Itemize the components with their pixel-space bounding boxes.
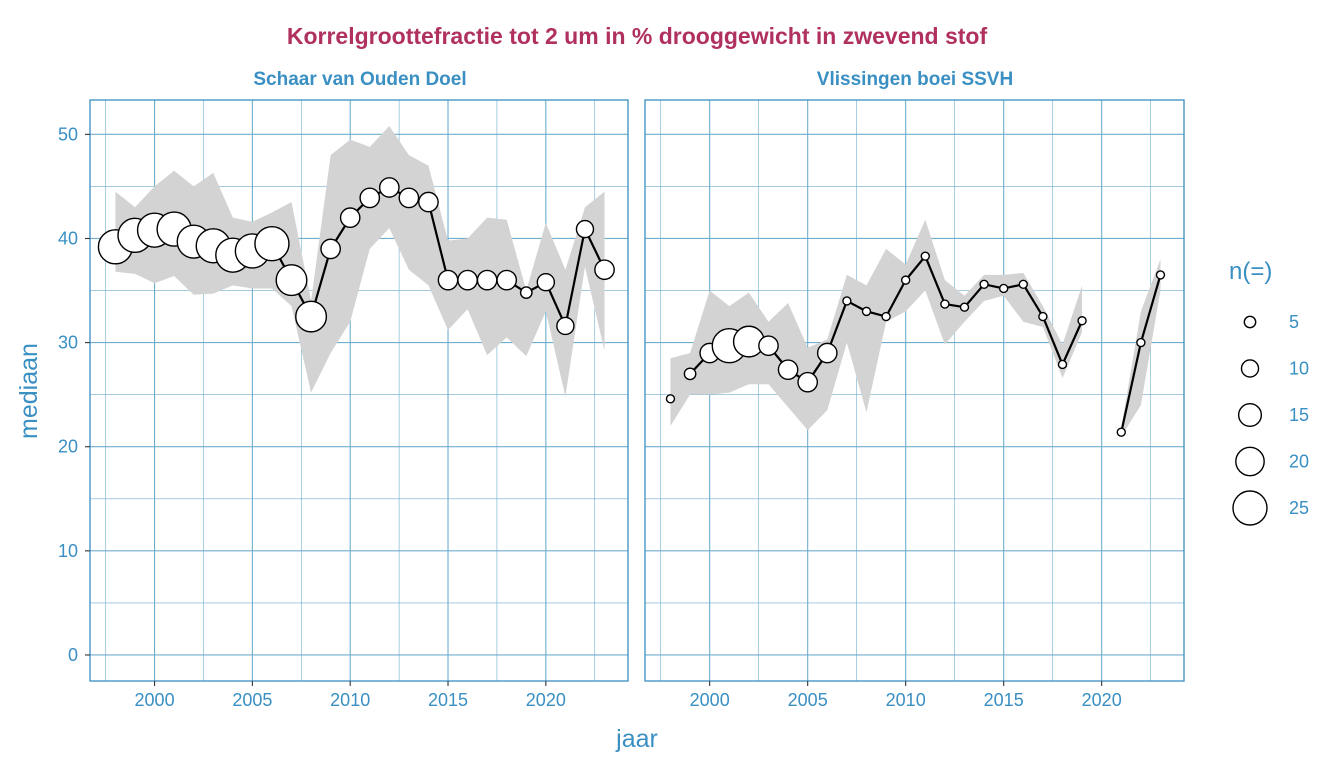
legend-key-circle — [1243, 315, 1257, 329]
data-point — [842, 296, 852, 306]
data-point — [476, 269, 498, 291]
legend-key-circle — [1232, 490, 1268, 526]
data-point — [437, 269, 459, 291]
data-point — [339, 207, 361, 229]
y-tick-label: 10 — [58, 541, 78, 561]
data-point — [418, 191, 439, 213]
data-point — [594, 259, 615, 281]
x-tick-label: 2010 — [886, 690, 926, 710]
data-point — [1018, 279, 1028, 289]
data-point — [1038, 311, 1048, 322]
data-point — [496, 269, 518, 291]
data-point — [295, 300, 328, 333]
panel-background — [645, 100, 1184, 681]
legend-title: n(=) — [1229, 258, 1272, 285]
x-tick-label: 2005 — [232, 690, 272, 710]
x-tick-label: 2015 — [428, 690, 468, 710]
y-tick-label: 0 — [68, 645, 78, 665]
data-point — [979, 279, 989, 289]
legend-key-circle — [1237, 402, 1263, 428]
panel-border — [89, 99, 629, 682]
data-point — [536, 272, 556, 292]
x-tick-label: 2005 — [788, 690, 828, 710]
legend-key-circle — [1235, 446, 1265, 477]
panel-left: Schaar van Ouden Doel 2000 2005 2010 2015 20… — [58, 69, 629, 710]
data-point — [1057, 359, 1068, 370]
data-point — [959, 302, 970, 312]
data-point — [920, 251, 930, 261]
data-point — [320, 238, 341, 260]
legend-key-label: 20 — [1289, 452, 1309, 472]
legend: n(=) 5 10 15 20 25 — [1229, 258, 1309, 526]
y-tick-label: 50 — [58, 124, 78, 144]
data-point — [998, 283, 1009, 294]
panel-border — [644, 99, 1185, 682]
data-point — [575, 219, 595, 239]
data-point — [1136, 337, 1146, 348]
data-point — [275, 264, 308, 297]
data-point — [816, 342, 838, 364]
x-tick-label: 2015 — [984, 690, 1024, 710]
x-tick-label: 2010 — [330, 690, 370, 710]
data-point — [797, 371, 819, 393]
data-point — [900, 275, 911, 285]
y-tick-label: 20 — [58, 437, 78, 457]
y-axis-label: mediaan — [15, 343, 43, 439]
panel-left-strip-label: Schaar van Ouden Doel — [253, 69, 466, 90]
data-point — [1155, 270, 1166, 280]
data-point — [519, 286, 533, 300]
legend-key-label: 5 — [1289, 312, 1299, 332]
data-point — [683, 367, 697, 381]
x-axis-label: jaar — [615, 725, 658, 753]
chart-title: Korrelgroottefractie tot 2 um in % droog… — [287, 23, 988, 49]
data-point — [254, 225, 290, 262]
data-point — [777, 359, 799, 381]
data-point — [1077, 316, 1087, 326]
x-tick-label: 2000 — [690, 690, 730, 710]
panel-right-strip-label: Vlissingen boei SSVH — [817, 69, 1013, 90]
data-point — [940, 299, 950, 309]
data-point — [861, 306, 872, 317]
data-point — [556, 316, 575, 336]
data-point — [457, 269, 478, 291]
data-point — [398, 187, 420, 209]
data-point — [881, 311, 891, 322]
x-tick-label: 2020 — [526, 690, 566, 710]
confidence-ribbon — [670, 219, 1083, 431]
x-tick-label: 2020 — [1082, 690, 1122, 710]
x-tick-label: 2000 — [135, 690, 175, 710]
y-tick-label: 30 — [58, 333, 78, 353]
legend-key-label: 15 — [1289, 405, 1309, 425]
data-point — [378, 177, 400, 198]
legend-key-label: 25 — [1289, 498, 1309, 518]
y-tick-label: 40 — [58, 228, 78, 248]
legend-key-circle — [1240, 359, 1260, 378]
data-point — [758, 335, 779, 357]
data-point — [1116, 427, 1126, 437]
data-point — [665, 394, 676, 404]
legend-key-label: 10 — [1289, 359, 1309, 379]
panel-right: Vlissingen boei SSVH 2000 2005 2010 2015 202… — [644, 69, 1185, 710]
data-point — [359, 187, 381, 209]
confidence-ribbon — [115, 126, 605, 397]
